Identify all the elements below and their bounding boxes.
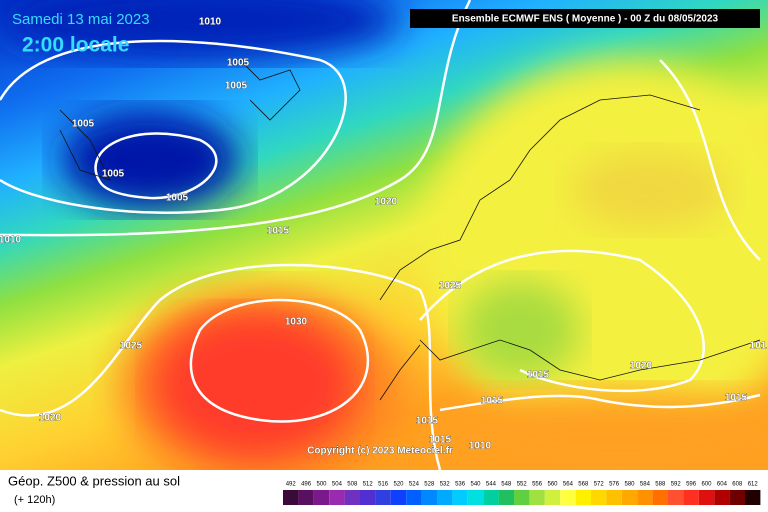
isobar-label: 1015 (416, 416, 439, 427)
scale-swatch (637, 490, 653, 505)
isobar-labels: 1010 1005 1005 1005 1005 1005 1020 1015 1010 1025… (0, 16, 767, 452)
isobar-label: 1010 (199, 17, 222, 28)
scale-label: 588 (655, 482, 666, 488)
scale-label: 536 (455, 482, 466, 488)
isobar-label: 1015 (527, 370, 550, 381)
scale-swatch (514, 490, 530, 505)
isobar-label: 1030 (285, 317, 308, 328)
isobar-label: 1005 (225, 81, 248, 92)
scale-swatch (298, 490, 314, 505)
isobar-label: 1005 (72, 119, 95, 130)
scale-swatch (390, 490, 407, 505)
scale-swatch (745, 490, 761, 505)
scale-swatch (575, 490, 591, 505)
scale-swatch (360, 490, 376, 505)
scale-swatch (729, 490, 745, 505)
isobar-label: 1005 (166, 193, 189, 204)
scale-label: 544 (486, 482, 497, 488)
scale-label: 500 (316, 482, 327, 488)
copyright: Copyright (c) 2023 Meteociel.fr (307, 446, 453, 457)
isobar-label: 101 (750, 341, 767, 352)
scale-label: 532 (440, 482, 451, 488)
isobar-label: 1010 (0, 235, 22, 246)
scale-label: 596 (686, 482, 697, 488)
scale-swatch (375, 490, 391, 505)
scale-label: 612 (748, 482, 759, 488)
scale-label: 584 (640, 482, 651, 488)
scale-swatch (406, 490, 422, 505)
scale-swatch (621, 490, 638, 505)
scale-label: 568 (578, 482, 589, 488)
isobar-label: 1005 (102, 169, 125, 180)
isobar-label: 1015 (267, 226, 290, 237)
isobar-label: 1025 (120, 341, 143, 352)
scale-swatch (283, 490, 299, 505)
isobar-label: 1010 (469, 441, 492, 452)
scale-label: 492 (286, 482, 297, 488)
scale-swatch (483, 490, 499, 505)
scale-swatch (467, 490, 484, 505)
scale-label: 496 (301, 482, 312, 488)
scale-label: 608 (732, 482, 743, 488)
isobar-label: 1015 (481, 396, 504, 407)
scale-label: 572 (594, 482, 605, 488)
scale-label: 548 (501, 482, 512, 488)
time: 2:00 locale (22, 34, 129, 57)
isobar-label: 1025 (439, 281, 462, 292)
scale-label: 592 (671, 482, 682, 488)
isobar-label: 1020 (39, 413, 62, 424)
model: Ensemble ECMWF ENS ( Moyenne ) - 00 Z du… (452, 14, 719, 25)
scale-label: 528 (424, 482, 435, 488)
legend-title: Géop. Z500 & pression au sol (8, 473, 180, 488)
coastlines (59, 59, 761, 401)
scale-label: 552 (517, 482, 528, 488)
scale-swatch (714, 490, 730, 505)
scale-label: 576 (609, 482, 620, 488)
scale-swatch (421, 490, 437, 505)
scale-swatch (437, 490, 453, 505)
scale-label: 512 (363, 482, 374, 488)
scale-label: 604 (717, 482, 728, 488)
scale-swatch (698, 490, 715, 505)
model-box (410, 9, 760, 28)
field (0, 0, 768, 490)
scale-swatch (329, 490, 345, 505)
scale-swatch (606, 490, 622, 505)
isobar-label: 1020 (630, 361, 653, 372)
scale-swatch (544, 490, 561, 505)
scale-swatch (498, 490, 514, 505)
legend-subtitle: (+ 120h) (14, 494, 55, 506)
scale-swatch (313, 490, 330, 505)
scale-swatch (668, 490, 684, 505)
scale-label: 564 (563, 482, 574, 488)
scale-label: 508 (347, 482, 358, 488)
scale-swatch (452, 490, 468, 505)
scale-label: 560 (547, 482, 558, 488)
isobar-lines (0, 0, 760, 470)
scale-swatch (683, 490, 699, 505)
scale-label: 520 (393, 482, 404, 488)
scale-label: 516 (378, 482, 389, 488)
isobar-label: 1005 (227, 58, 250, 69)
color-scale: 492 496 500 504 508 512 516 520 524 528 532 536 540 5… (283, 482, 761, 505)
scale-label: 504 (332, 482, 343, 488)
scale-swatch (344, 490, 360, 505)
scale-swatch (591, 490, 607, 505)
date: Samedi 13 mai 2023 (12, 11, 150, 28)
isobar-label: 1015 (725, 393, 748, 404)
scale-label: 600 (701, 482, 712, 488)
scale-swatch (529, 490, 545, 505)
scale-label: 580 (624, 482, 635, 488)
scale-swatch (560, 490, 576, 505)
scale-label: 556 (532, 482, 543, 488)
scale-swatch (652, 490, 668, 505)
isobar-label: 1020 (375, 197, 398, 208)
scale-label: 524 (409, 482, 420, 488)
isobar-label: 1015 (429, 435, 452, 446)
scale-label: 540 (470, 482, 481, 488)
